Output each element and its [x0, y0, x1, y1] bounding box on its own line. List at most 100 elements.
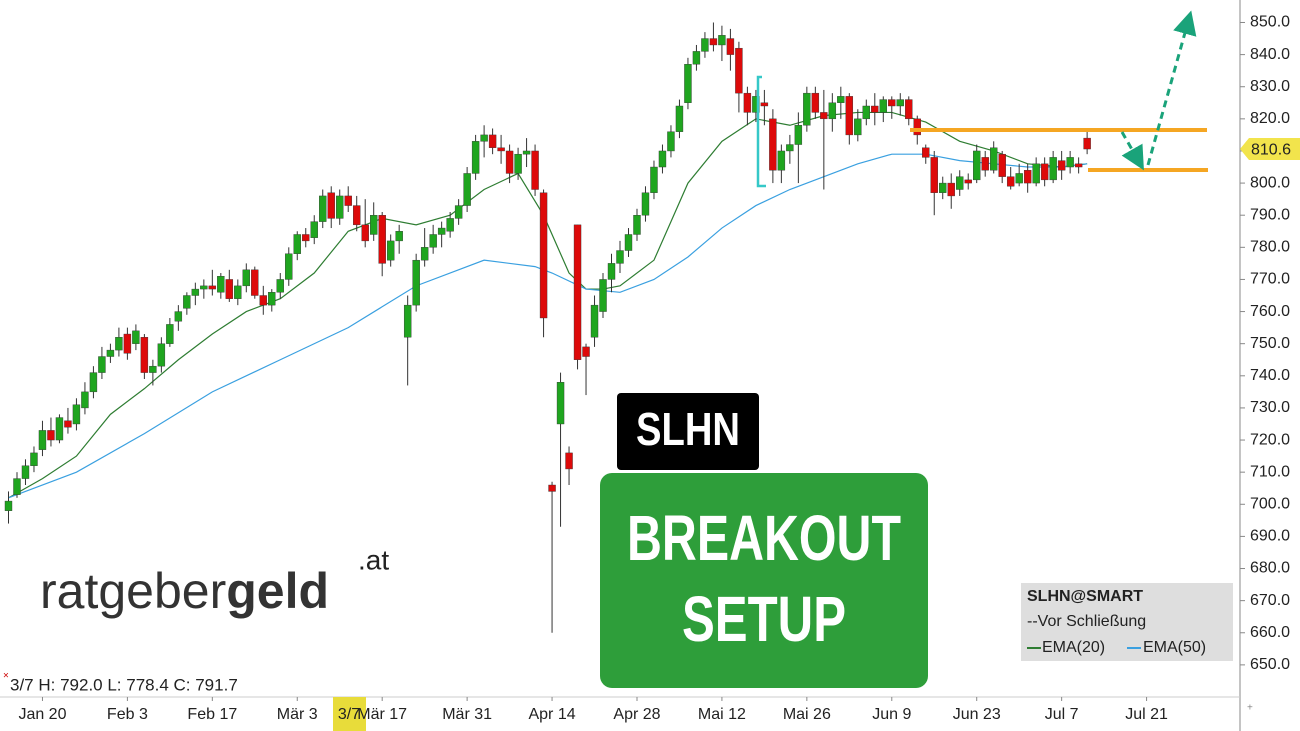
close-icon[interactable]: × [3, 671, 9, 682]
arrow [1120, 131, 1144, 171]
candle-body [828, 102, 837, 120]
candle-body [471, 141, 480, 174]
candle-body [1066, 157, 1074, 168]
candle-body [607, 263, 616, 280]
candle-body [675, 105, 684, 132]
candle-body [701, 38, 709, 52]
legend-symbol: -- [1027, 613, 1038, 630]
candle-body [1015, 173, 1023, 184]
candle-body [72, 404, 81, 425]
candle-body [879, 99, 887, 113]
arrow [1146, 10, 1197, 166]
candle-body [234, 285, 242, 299]
candle-body [854, 118, 862, 136]
candle-body [191, 288, 200, 296]
candle-body [327, 192, 335, 219]
y-tick-label: 840.0 [1250, 46, 1290, 63]
candle-body [1083, 137, 1091, 150]
candle-body [930, 157, 938, 193]
candle-body [302, 234, 310, 242]
candle-body [259, 295, 267, 306]
ticker: SLHN [636, 403, 740, 455]
candle-body [1057, 160, 1066, 171]
candle-body [208, 285, 217, 290]
candle-body [505, 150, 514, 174]
candle-body [769, 118, 777, 171]
logo: ratgebergeld [40, 563, 329, 619]
candle-body [480, 134, 488, 142]
candle-body [539, 192, 548, 319]
y-tick-label: 750.0 [1250, 335, 1290, 352]
candle-body [845, 96, 854, 136]
candle-body [310, 221, 318, 238]
y-tick-label: 770.0 [1250, 271, 1290, 288]
candle-body [132, 330, 140, 344]
y-tick-label: 850.0 [1250, 14, 1290, 31]
x-tick-label: Mai 12 [698, 706, 746, 723]
candle-body [981, 157, 989, 171]
candle-body [658, 150, 667, 168]
candle-body [641, 192, 650, 216]
candle-body [752, 96, 760, 113]
y-tick-label: 760.0 [1250, 303, 1290, 320]
candle-body [709, 38, 718, 46]
crosshair-label-bg [333, 697, 366, 731]
x-tick-label: Mär 3 [277, 706, 318, 723]
y-tick-label: 740.0 [1250, 367, 1290, 384]
candle-body [437, 227, 446, 235]
candle-body [548, 484, 556, 492]
candle-body [692, 51, 701, 65]
candle-body [412, 259, 420, 306]
candle-body [319, 195, 327, 222]
y-tick-label: 790.0 [1250, 206, 1290, 223]
candle-body [786, 144, 794, 152]
candle-body [573, 224, 582, 360]
last-price-label: 810.6 [1251, 141, 1291, 158]
x-tick-label: Apr 28 [613, 706, 660, 723]
candle-body [684, 64, 692, 103]
candle-body [89, 372, 98, 393]
y-tick-label: 730.0 [1250, 399, 1290, 416]
candle-body [650, 166, 658, 193]
candle-body [1049, 157, 1057, 181]
last-price-tag [1240, 138, 1300, 161]
candle-body [871, 105, 879, 113]
candle-body [344, 195, 352, 206]
candle-body [616, 250, 624, 264]
candle-body [47, 430, 55, 441]
y-tick-label: 700.0 [1250, 495, 1290, 512]
candle-body [1040, 163, 1049, 181]
candle-body [13, 478, 21, 495]
candle-body [378, 215, 386, 264]
candle-body [64, 420, 72, 428]
candle-body [837, 96, 845, 103]
candle-body [726, 38, 735, 55]
candle-body [361, 224, 369, 242]
candle-body [896, 99, 904, 107]
candle-body [285, 253, 293, 280]
candle-body [624, 234, 633, 251]
candle-body [989, 147, 998, 171]
candle-body [420, 247, 429, 261]
candle-body [55, 417, 64, 441]
candle-body [149, 365, 157, 373]
candle-body [98, 356, 106, 373]
candle-body [293, 234, 301, 254]
candle-body [514, 153, 522, 174]
candle-body [939, 182, 947, 193]
candle-body [862, 105, 871, 120]
setup-badge [600, 473, 928, 688]
ema-line [8, 153, 1088, 499]
candle-body [225, 279, 234, 299]
candle-body [183, 295, 191, 309]
candle-body [200, 285, 208, 290]
candle-body [820, 112, 828, 120]
candle-body [811, 92, 820, 113]
bracket [756, 75, 766, 188]
candle-body [973, 150, 981, 181]
candle-body [336, 195, 344, 219]
candle-body [735, 47, 743, 94]
y-tick-label: 680.0 [1250, 560, 1290, 577]
candle-body [242, 269, 251, 287]
y-tick-label: 690.0 [1250, 528, 1290, 545]
